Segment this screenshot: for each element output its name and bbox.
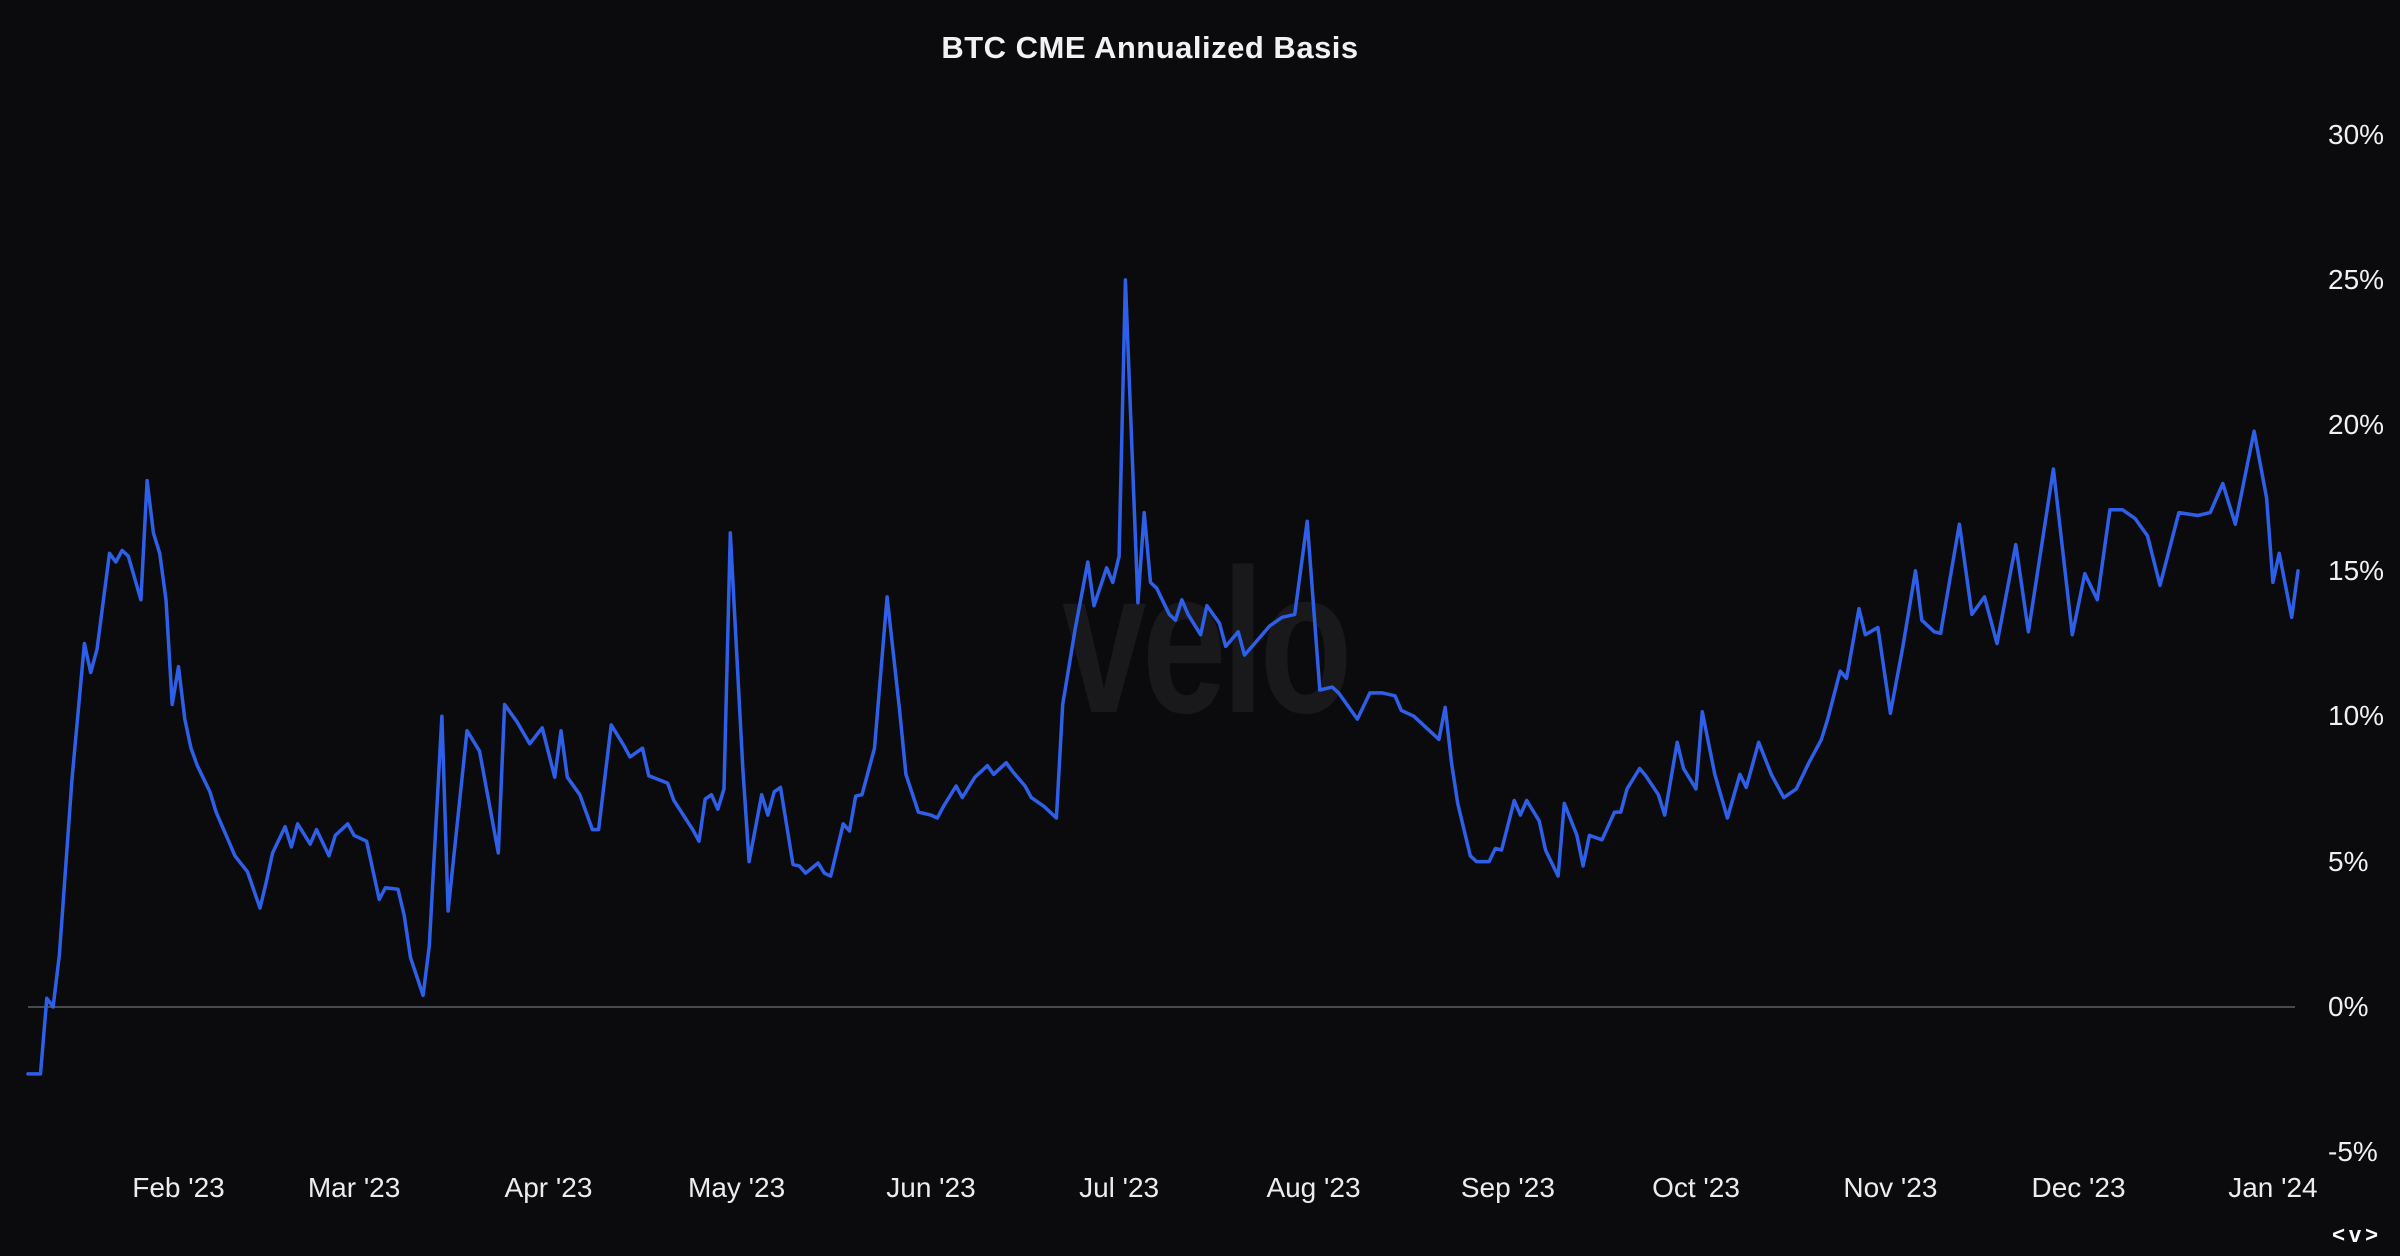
basis-line-series[interactable] (26, 278, 2300, 1076)
y-tick-label: 15% (2328, 554, 2385, 586)
x-tick-label: Dec '23 (2031, 1172, 2126, 1203)
y-tick-label: 30% (2328, 118, 2385, 150)
x-tick-label: Nov '23 (1843, 1172, 1938, 1203)
y-tick-label: 10% (2328, 700, 2385, 732)
y-tick-label: -5% (2328, 1136, 2378, 1168)
x-tick-label: Sep '23 (1460, 1172, 1555, 1203)
chart-title: BTC CME Annualized Basis (941, 30, 1359, 65)
y-tick-label: 25% (2328, 263, 2385, 295)
velo-watermark: velo (1062, 527, 1352, 756)
y-tick-label: 0% (2328, 991, 2369, 1022)
y-tick-label: 5% (2328, 845, 2369, 877)
x-tick-label: Jul '23 (1079, 1172, 1160, 1203)
x-tick-label: Mar '23 (307, 1172, 401, 1203)
x-tick-label: Oct '23 (1652, 1172, 1740, 1203)
x-tick-label: May '23 (687, 1172, 786, 1203)
y-tick-label: 20% (2328, 409, 2385, 441)
x-tick-label: Aug '23 (1266, 1172, 1361, 1203)
x-tick-label: Apr '23 (504, 1172, 593, 1203)
x-tick-label: Jan '24 (2228, 1172, 2318, 1203)
x-tick-label: Feb '23 (132, 1172, 225, 1203)
x-tick-label: Jun '23 (886, 1172, 976, 1203)
pan-nav-control[interactable]: <v> (2332, 1222, 2382, 1247)
